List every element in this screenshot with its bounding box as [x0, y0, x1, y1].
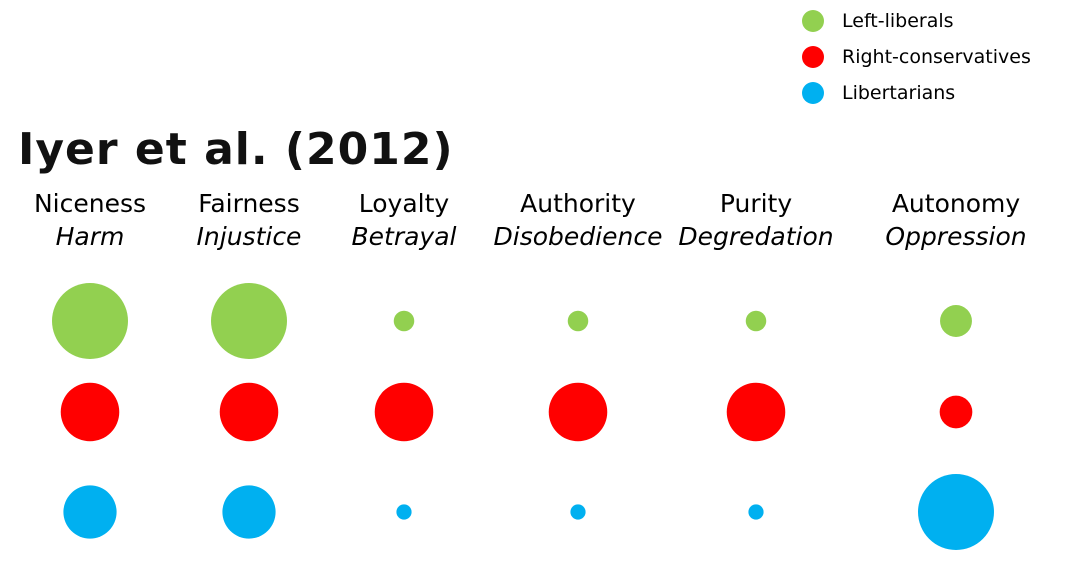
bubble-right-conservatives-purity — [726, 382, 786, 442]
bubble-left-liberals-niceness — [52, 283, 128, 359]
bubble-libertarians-fairness — [222, 485, 276, 539]
category-label-niceness: Niceness — [34, 189, 146, 218]
legend-marker-libertarians — [802, 82, 824, 104]
bubble-libertarians-autonomy — [918, 474, 994, 550]
chart-title: Iyer et al. (2012) — [18, 124, 454, 175]
category-opposite-betrayal: Betrayal — [352, 222, 457, 251]
category-label-purity: Purity — [720, 189, 793, 218]
bubble-libertarians-purity — [748, 504, 764, 520]
legend: Left-liberals Right-conservatives Libertar… — [802, 10, 1031, 104]
legend-label-libertarians: Libertarians — [842, 82, 955, 104]
bubble-grid — [52, 283, 994, 550]
bubble-libertarians-authority — [570, 504, 586, 520]
bubble-left-liberals-purity — [745, 310, 767, 332]
bubble-right-conservatives-niceness — [60, 382, 120, 442]
bubble-libertarians-loyalty — [396, 504, 412, 520]
legend-label-left-liberals: Left-liberals — [842, 10, 954, 32]
category-opposite-harm: Harm — [56, 222, 125, 251]
bubble-left-liberals-loyalty — [393, 310, 415, 332]
category-opposite-disobedience: Disobedience — [494, 222, 663, 251]
bubble-left-liberals-autonomy — [940, 305, 972, 337]
category-label-loyalty: Loyalty — [359, 189, 450, 218]
legend-label-right-conservatives: Right-conservatives — [842, 46, 1031, 68]
category-label-autonomy: Autonomy — [892, 189, 1021, 218]
category-opposite-oppression: Oppression — [885, 222, 1026, 251]
category-label-authority: Authority — [520, 189, 636, 218]
category-label-fairness: Fairness — [198, 189, 299, 218]
bubble-right-conservatives-authority — [548, 382, 608, 442]
bubble-right-conservatives-autonomy — [939, 395, 973, 429]
bubble-right-conservatives-loyalty — [374, 382, 434, 442]
legend-marker-right-conservatives — [802, 46, 824, 68]
bubble-right-conservatives-fairness — [219, 382, 279, 442]
bubble-left-liberals-fairness — [211, 283, 287, 359]
category-opposite-degredation: Degredation — [678, 222, 833, 251]
category-opposite-injustice: Injustice — [197, 222, 302, 251]
category-headers: Niceness Harm Fairness Injustice Loyalty Betr… — [34, 189, 1027, 251]
legend-marker-left-liberals — [802, 10, 824, 32]
bubble-left-liberals-authority — [567, 310, 589, 332]
bubble-libertarians-niceness — [63, 485, 117, 539]
